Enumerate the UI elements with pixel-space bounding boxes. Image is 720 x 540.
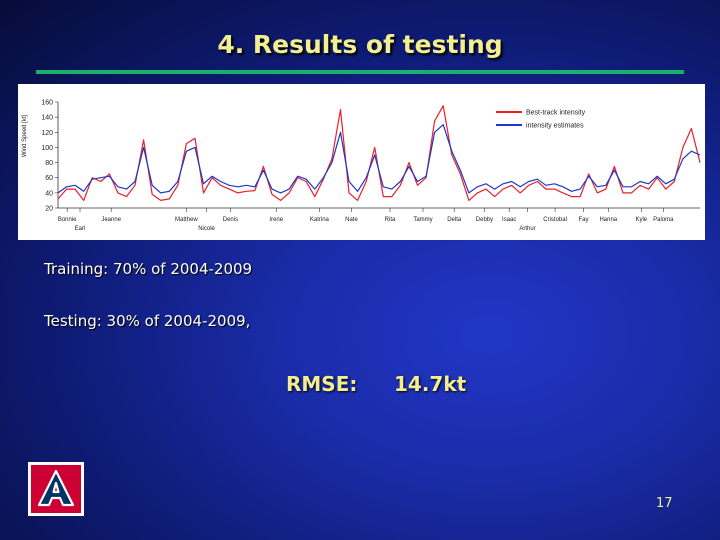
- title-underline: [36, 70, 684, 74]
- storm-label: Nate: [345, 217, 358, 223]
- storm-label: Tammy: [413, 217, 432, 223]
- intensity-chart: 20 40 60 80 100 120 140 160 Best-track intensit…: [18, 84, 705, 240]
- storm-label: Delta: [447, 217, 462, 223]
- storm-label: Debby: [476, 217, 493, 223]
- storm-label: Bonnie: [58, 217, 77, 223]
- chart-legend: Best-track intensity intensity estimates: [496, 110, 586, 130]
- legend-label: intensity estimates: [526, 123, 584, 130]
- chart-svg: 20 40 60 80 100 120 140 160 Best-track intensit…: [22, 100, 701, 232]
- storm-label: Irene: [269, 217, 283, 223]
- storm-label: Hanna: [599, 217, 617, 223]
- chart-axes: 20 40 60 80 100 120 140 160: [41, 100, 700, 213]
- storm-label: Matthew: [175, 217, 198, 223]
- testing-text: Testing: 30% of 2004-2009,: [44, 312, 251, 330]
- y-tick-label: 100: [41, 145, 53, 152]
- slide-title: 4. Results of testing: [217, 30, 503, 59]
- block-a-icon: [37, 469, 75, 507]
- y-tick-label: 140: [41, 115, 53, 122]
- storm-label: Denis: [223, 217, 238, 223]
- series-line-estimates: [57, 124, 701, 194]
- y-tick-label: 20: [45, 206, 53, 213]
- y-tick-label: 40: [45, 190, 53, 197]
- storm-label: Nicole: [198, 226, 215, 232]
- storm-label: Isaac: [502, 217, 516, 223]
- rmse-label: RMSE:: [286, 372, 358, 396]
- storm-label: Jeanne: [101, 217, 121, 223]
- storm-label: Earl: [75, 226, 86, 232]
- storm-label: Katrina: [310, 217, 330, 223]
- rmse-value: 14.7kt: [394, 372, 467, 396]
- page-number: 17: [656, 496, 673, 511]
- y-tick-label: 160: [41, 100, 53, 107]
- y-tick-label: 120: [41, 130, 53, 137]
- storm-label: Arthur: [519, 226, 535, 232]
- legend-label: Best-track intensity: [526, 110, 586, 117]
- university-logo: [28, 462, 84, 516]
- storm-label: Kyle: [635, 217, 647, 223]
- storm-label: Rita: [385, 217, 396, 223]
- training-text: Training: 70% of 2004-2009: [44, 260, 253, 278]
- storm-label: Fay: [579, 217, 589, 223]
- chart-lines: [57, 105, 701, 202]
- storm-label: Paloma: [653, 217, 674, 223]
- y-tick-label: 60: [45, 175, 53, 182]
- y-axis-label: Wind Speed [kt]: [22, 114, 28, 157]
- storm-label: Cristobal: [543, 217, 567, 223]
- y-tick-label: 80: [45, 160, 53, 167]
